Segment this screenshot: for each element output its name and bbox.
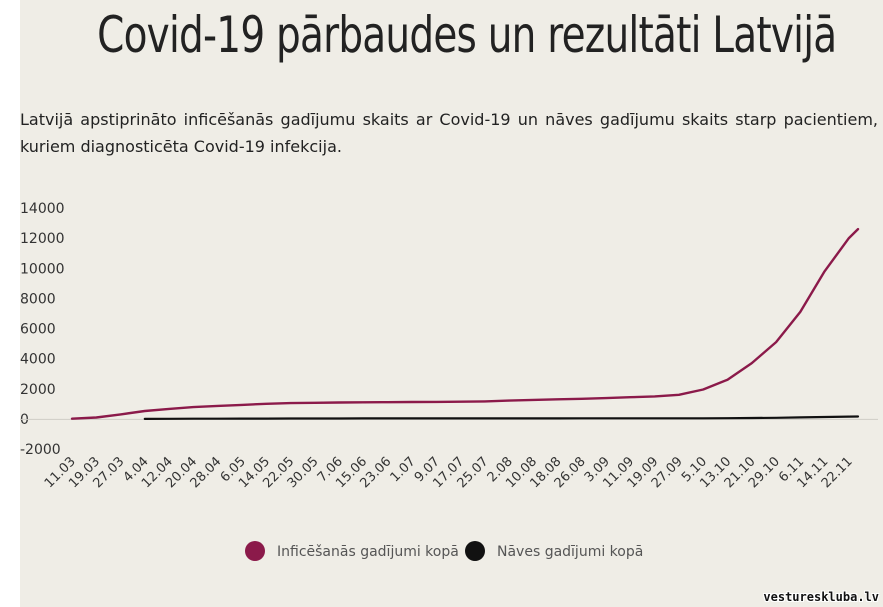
legend-item-infections[interactable]: Inficēšanās gadījumi kopā bbox=[245, 541, 459, 561]
y-tick-label: 2000 bbox=[20, 382, 56, 398]
y-tick-label: 14000 bbox=[20, 201, 65, 217]
legend-marker bbox=[245, 541, 265, 561]
legend-label: Inficēšanās gadījumi kopā bbox=[277, 544, 459, 560]
y-tick-label: 10000 bbox=[20, 261, 65, 277]
y-tick-label: -2000 bbox=[20, 442, 61, 458]
x-axis: 11.0319.0327.034.0412.0420.0428.046.0514… bbox=[42, 454, 856, 491]
series-line-deaths bbox=[143, 415, 860, 420]
legend-item-deaths[interactable]: Nāves gadījumi kopā bbox=[465, 541, 643, 561]
series-layer bbox=[70, 227, 860, 420]
watermark: vestureskluba.lv bbox=[763, 590, 879, 604]
legend-label: Nāves gadījumi kopā bbox=[497, 544, 643, 560]
x-tick-label: 1.07 bbox=[388, 454, 419, 485]
y-tick-label: 6000 bbox=[20, 322, 56, 338]
y-tick-label: 12000 bbox=[20, 231, 65, 247]
chart-description: Latvijā apstiprināto inficēšanās gadījum… bbox=[20, 110, 878, 156]
chart-panel bbox=[20, 0, 883, 607]
y-tick-label: 4000 bbox=[20, 352, 56, 368]
series-line-infections bbox=[70, 227, 860, 420]
y-tick-label: 8000 bbox=[20, 291, 56, 307]
legend-marker bbox=[465, 541, 485, 561]
legend[interactable]: Inficēšanās gadījumi kopā Nāves gadījumi … bbox=[245, 541, 643, 561]
page-title: Covid-19 pārbaudes un rezultāti Latvijā bbox=[97, 6, 837, 64]
